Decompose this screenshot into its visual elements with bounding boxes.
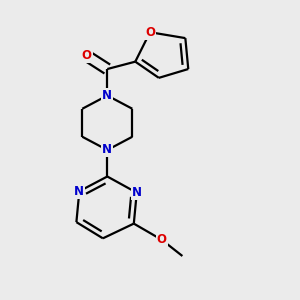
Text: O: O [145,26,155,39]
Text: N: N [102,143,112,157]
Text: O: O [82,49,92,62]
Text: O: O [157,233,167,246]
Text: N: N [132,186,142,199]
Text: N: N [102,89,112,102]
Text: N: N [74,185,84,198]
